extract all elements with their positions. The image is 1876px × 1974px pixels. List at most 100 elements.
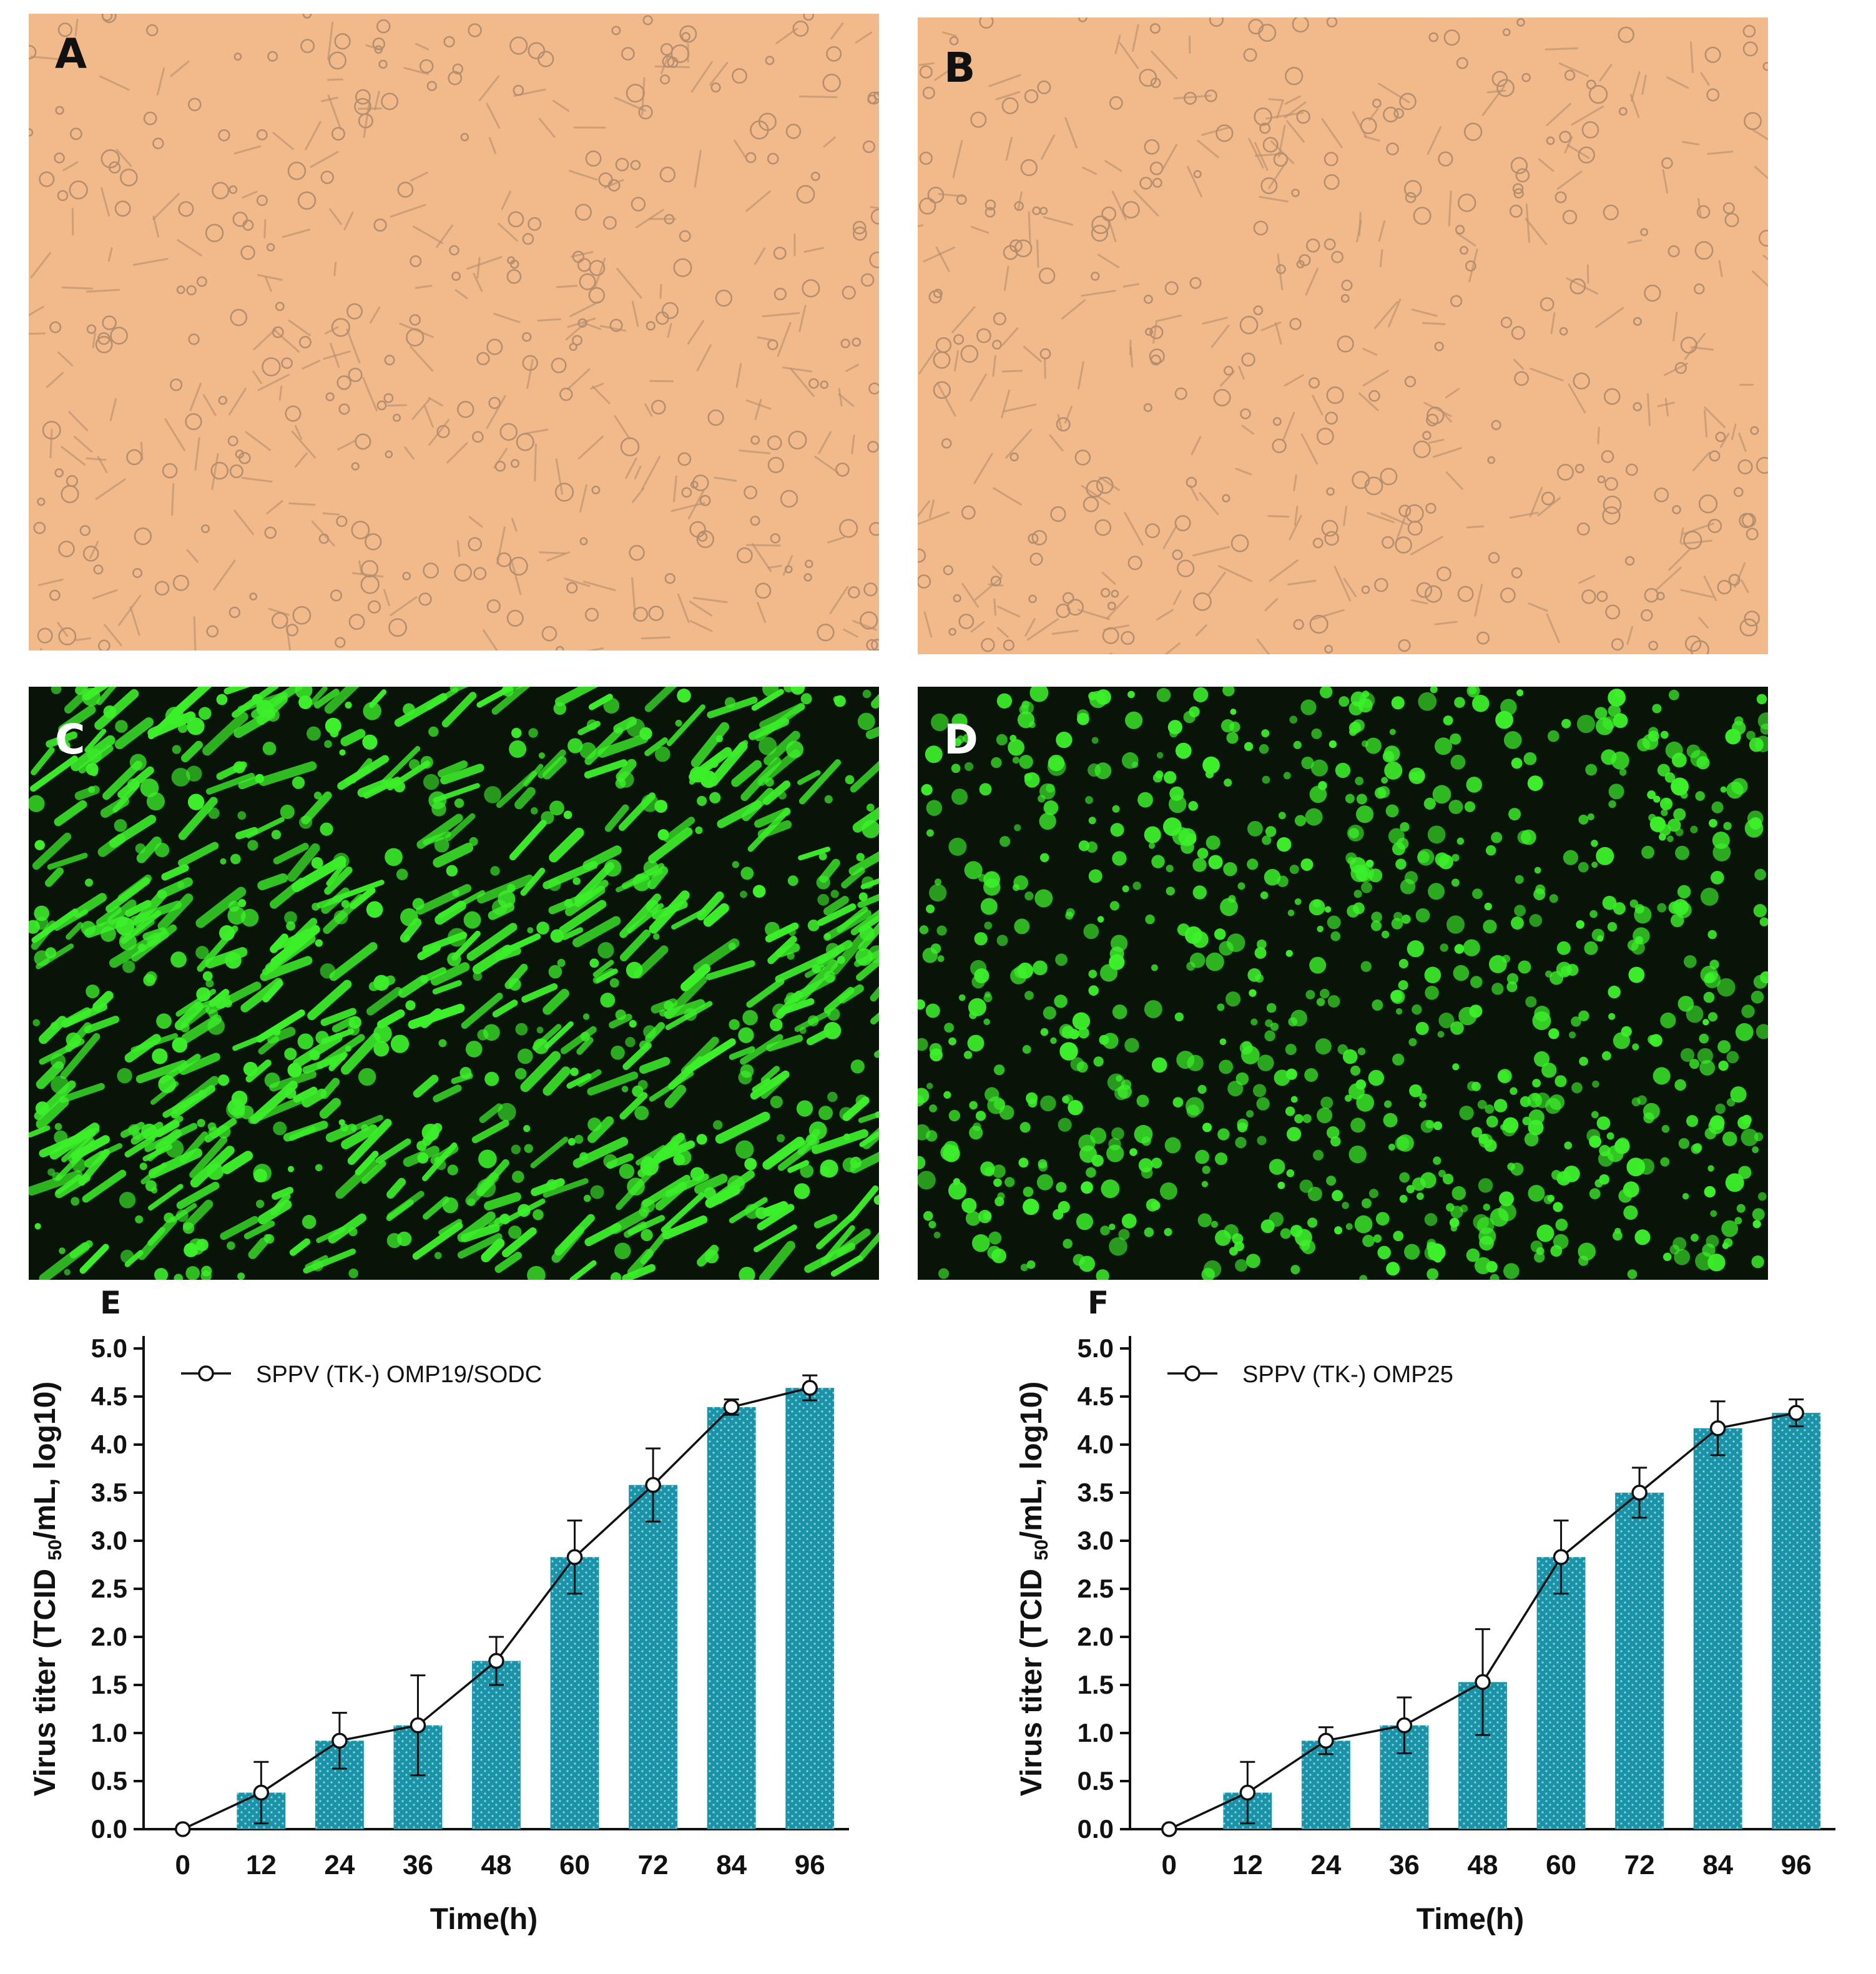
spindle-cell <box>374 91 380 110</box>
rounded-cell <box>1455 225 1465 235</box>
spindle-cell <box>1719 433 1730 448</box>
fluorescent-cell <box>1257 1136 1267 1146</box>
spindle-cell <box>1286 120 1305 143</box>
rounded-cell <box>1174 387 1187 400</box>
spindle-cell <box>564 577 591 587</box>
fluorescent-cell <box>1522 1116 1531 1126</box>
fluorescent-cell <box>1757 1192 1767 1201</box>
rounded-cell <box>710 82 721 93</box>
fluorescent-cell <box>739 1267 755 1280</box>
bar <box>629 1485 678 1829</box>
rounded-cell <box>110 327 128 345</box>
fluorescent-cell <box>823 896 849 916</box>
fluorescent-cell <box>603 697 620 714</box>
rounded-cell <box>1741 513 1756 528</box>
fluorescent-cell <box>572 1137 629 1168</box>
fluorescent-cell <box>34 840 45 850</box>
spindle-cell <box>692 597 728 604</box>
fluorescent-cell <box>1151 964 1158 971</box>
fluorescent-cell <box>1523 752 1537 765</box>
fluorescent-cell <box>1594 707 1608 720</box>
rounded-cell <box>86 324 97 334</box>
fluorescent-cell <box>1664 798 1671 805</box>
fluorescent-cell <box>926 800 943 816</box>
fluorescent-cell <box>1608 783 1624 800</box>
fluorescent-cell <box>262 742 277 755</box>
rounded-cell <box>642 15 653 26</box>
fluorescent-cell <box>511 1144 521 1154</box>
fluorescent-cell <box>1014 918 1030 935</box>
spindle-cell <box>1276 100 1284 119</box>
spindle-cell <box>74 436 93 453</box>
spindle-cell <box>351 572 384 577</box>
fluorescent-cell <box>1660 1012 1676 1029</box>
fluorescent-cell <box>963 1051 973 1059</box>
fluorescent-cell <box>420 967 447 983</box>
spindle-cell <box>233 145 262 155</box>
rounded-cell <box>443 36 455 47</box>
fluorescent-cell <box>287 1166 294 1172</box>
spindle-cell <box>1106 595 1129 619</box>
fluorescent-cell <box>639 1056 670 1074</box>
fluorescent-cell <box>870 1012 879 1024</box>
fluorescent-cell <box>1736 1204 1746 1213</box>
rounded-cell <box>1091 215 1110 234</box>
spindle-cell <box>428 396 443 407</box>
fluorescent-cell <box>806 1029 830 1046</box>
rounded-cell <box>588 287 605 304</box>
rounded-cell <box>611 26 621 36</box>
fluorescent-cell <box>1260 891 1269 900</box>
spindle-cell <box>482 629 498 651</box>
spindle-cell <box>478 75 500 102</box>
fluorescent-cell <box>1510 916 1524 930</box>
fluorescent-cell <box>852 807 879 833</box>
fluorescent-cell <box>1235 1259 1248 1272</box>
spindle-cell <box>1373 301 1398 330</box>
fluorescent-cell <box>1703 991 1715 1003</box>
fluorescent-cell <box>376 1009 405 1029</box>
fluorescent-cell <box>494 1252 523 1273</box>
fluorescent-cell <box>1613 1032 1631 1049</box>
rounded-cell <box>673 258 692 277</box>
spindle-cell <box>1525 204 1530 243</box>
spindle-cell <box>970 225 990 234</box>
rounded-cell <box>1213 388 1231 406</box>
fluorescent-cell <box>509 740 527 758</box>
fluorescent-cell <box>135 1059 188 1084</box>
rounded-cell <box>1425 585 1443 603</box>
fluorescent-cell <box>984 921 993 930</box>
fluorescent-cell <box>291 856 346 892</box>
rounded-cell <box>285 405 302 422</box>
fluorescent-cell <box>386 1199 414 1221</box>
rounded-cell <box>1024 89 1039 104</box>
y-tick-label: 0.5 <box>91 1766 127 1795</box>
rounded-cell <box>473 567 487 581</box>
spindle-cell <box>1157 314 1182 322</box>
rounded-cell <box>554 483 574 502</box>
fluorescent-cell <box>512 1171 524 1183</box>
fluorescent-cell <box>824 933 831 940</box>
fluorescent-cell <box>1720 786 1727 793</box>
fluorescent-cell <box>1691 1234 1699 1242</box>
fluorescent-cell <box>1488 955 1507 973</box>
spindle-cell <box>68 411 89 431</box>
spindle-cell <box>1690 41 1694 74</box>
rounded-cell <box>1661 157 1673 169</box>
rounded-cell <box>1463 122 1483 141</box>
fluorescent-cell <box>263 1234 272 1242</box>
fluorescent-cell <box>1707 930 1717 940</box>
spindle-cell <box>1363 135 1380 142</box>
fluorescent-cell <box>735 1140 754 1159</box>
fluorescent-cell <box>1707 1012 1718 1022</box>
fluorescent-cell <box>1563 850 1579 865</box>
fluorescent-cell <box>431 802 446 817</box>
rounded-cell <box>1450 295 1463 307</box>
fluorescent-cell <box>1591 1111 1599 1119</box>
spindle-cell <box>851 435 855 454</box>
fluorescent-cell <box>798 759 842 805</box>
fluorescent-cell <box>302 1053 346 1074</box>
y-axis-label: Virus titer (TCID 50/mL, log10) <box>1015 1382 1052 1797</box>
rounded-cell <box>1222 494 1230 503</box>
fluorescent-cell <box>1241 1046 1260 1064</box>
spindle-cell <box>1278 124 1286 158</box>
